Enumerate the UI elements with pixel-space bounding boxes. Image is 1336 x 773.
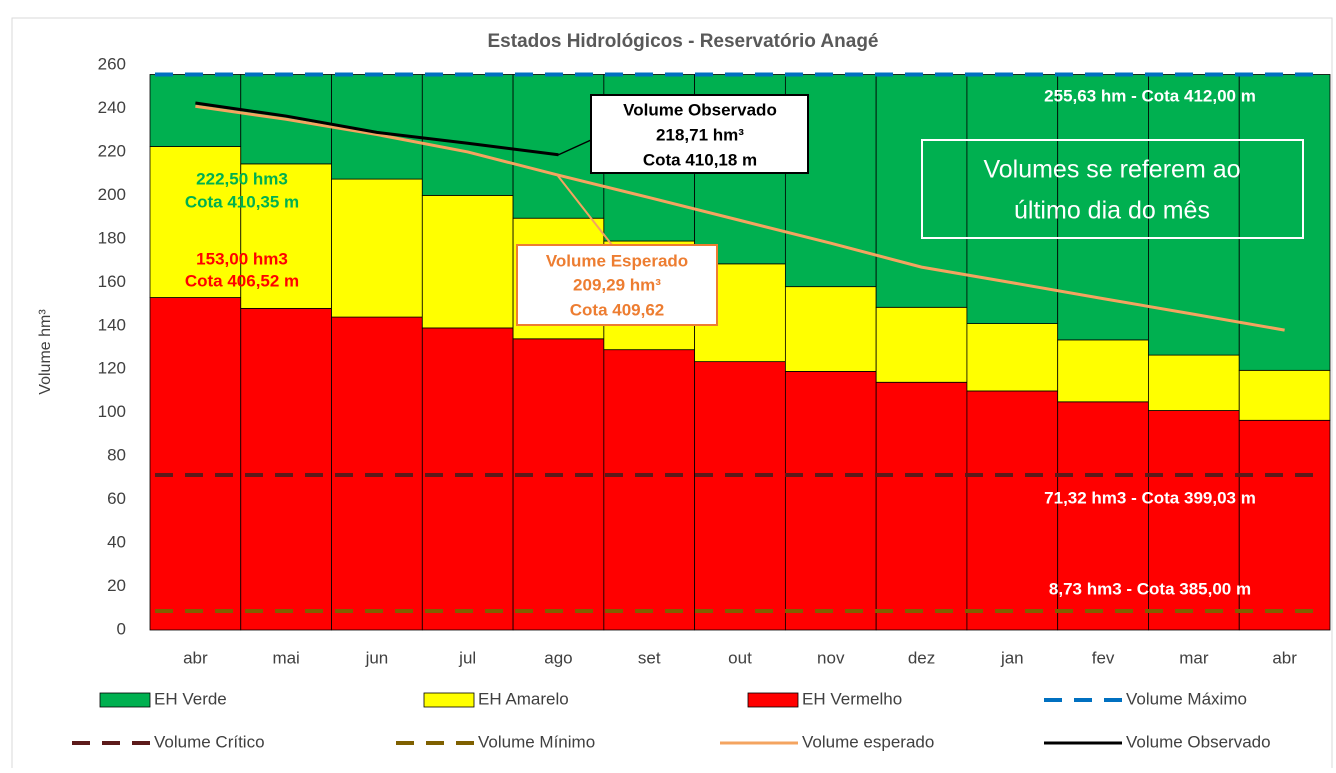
bar-segment	[784, 286, 877, 372]
bar-segment	[1148, 354, 1240, 411]
bar-segment	[421, 74, 514, 196]
y-tick-label: 80	[107, 446, 126, 465]
annotation: 8,73 hm3 - Cota 385,00 m	[1049, 579, 1251, 598]
y-axis-label: Volume hm³	[37, 309, 54, 395]
annotation-box	[590, 94, 809, 174]
bar-segment	[1057, 339, 1149, 403]
y-tick-label: 120	[98, 359, 126, 378]
bar-segment	[240, 163, 332, 309]
x-tick-label: jun	[365, 648, 389, 667]
bar-segment	[966, 390, 1059, 631]
annotations: 255,63 hm - Cota 412,00 m 71,32 hm3 - Cot…	[185, 86, 1304, 598]
y-tick-label: 200	[98, 185, 126, 204]
bar-segment	[149, 297, 242, 631]
x-tick-label: abr	[183, 648, 208, 667]
annotation: 218,71 hm³	[656, 125, 744, 144]
y-tick-label: 260	[98, 54, 126, 73]
bar-segment	[149, 146, 242, 298]
y-tick-label: 100	[98, 402, 126, 421]
bar-segment	[512, 338, 605, 631]
bar-segment	[331, 178, 423, 318]
y-tick-label: 60	[107, 489, 126, 508]
y-tick-label: 40	[107, 533, 126, 552]
bar-segment	[1057, 401, 1149, 631]
legend-swatch	[747, 692, 799, 708]
legend-label: EH Vermelho	[802, 689, 902, 708]
bar-segment	[421, 194, 514, 329]
y-tick-label: 240	[98, 98, 126, 117]
x-tick-label: jan	[1000, 648, 1024, 667]
bar-segment	[1057, 74, 1149, 341]
annotation: Cota 406,52 m	[185, 271, 299, 290]
legend-label: Volume Mínimo	[478, 732, 595, 751]
x-tick-label: nov	[817, 648, 845, 667]
bar-segment	[875, 306, 968, 383]
annotation: Volumes se referem ao	[983, 156, 1240, 184]
annotation-box	[516, 244, 718, 326]
x-tick-label: abr	[1272, 648, 1297, 667]
legend-swatch	[423, 692, 475, 708]
bar-segment	[694, 361, 786, 631]
series-line	[195, 101, 559, 157]
annotation-box	[921, 139, 1304, 239]
legend-label: EH Amarelo	[478, 689, 569, 708]
bar-segment	[1238, 369, 1331, 421]
x-tick-label: ago	[544, 648, 572, 667]
annotation: Cota 410,35 m	[185, 192, 299, 211]
annotation: último dia do mês	[1014, 197, 1210, 225]
bar-segment	[603, 349, 696, 631]
bar-segment	[784, 371, 877, 631]
chart-title: Estados Hidrológicos - Reservatório Anag…	[488, 31, 879, 52]
annotation: 255,63 hm - Cota 412,00 m	[1044, 86, 1256, 105]
x-tick-label: mai	[272, 648, 299, 667]
bar-segment	[1148, 410, 1240, 631]
annotation: 153,00 hm3	[196, 249, 288, 268]
bar-segment	[240, 307, 332, 631]
y-tick-label: 160	[98, 272, 126, 291]
legend-label: Volume Máximo	[1126, 689, 1247, 708]
annotation: Volume Observado	[623, 100, 777, 119]
x-tick-label: out	[728, 648, 752, 667]
x-tick-label: dez	[908, 648, 935, 667]
bar-segment	[875, 381, 968, 631]
legend-swatch	[99, 692, 151, 708]
bar-segment	[1238, 419, 1331, 631]
legend-label: Volume Crítico	[154, 732, 265, 751]
bar-segment	[966, 323, 1059, 392]
connector	[557, 175, 613, 246]
legend: EH Verde EH Amarelo EH Vermelho Volume Máxi…	[72, 689, 1271, 751]
annotation: Cota 410,18 m	[643, 150, 757, 169]
bar-segment	[1238, 74, 1331, 371]
connector	[557, 139, 592, 156]
x-tick-label: set	[638, 648, 661, 667]
bar-segment	[421, 327, 514, 631]
legend-label: Volume esperado	[802, 732, 934, 751]
y-tick-label: 0	[117, 619, 126, 638]
annotation: 71,32 hm3 - Cota 399,03 m	[1044, 488, 1256, 507]
series-line	[195, 104, 1285, 332]
y-tick-label: 220	[98, 141, 126, 160]
legend-label: EH Verde	[154, 689, 227, 708]
legend-label: Volume Observado	[1126, 732, 1271, 751]
annotation: Cota 409,62	[570, 300, 665, 319]
x-tick-label: mar	[1179, 648, 1209, 667]
y-tick-label: 20	[107, 576, 126, 595]
annotation: 222,50 hm3	[196, 169, 288, 188]
y-tick-label: 140	[98, 315, 126, 334]
annotation: 209,29 hm³	[573, 275, 661, 294]
x-tick-label: fev	[1092, 648, 1115, 667]
y-tick-label: 180	[98, 228, 126, 247]
annotation: Volume Esperado	[546, 251, 688, 270]
x-tick-label: jul	[458, 648, 476, 667]
